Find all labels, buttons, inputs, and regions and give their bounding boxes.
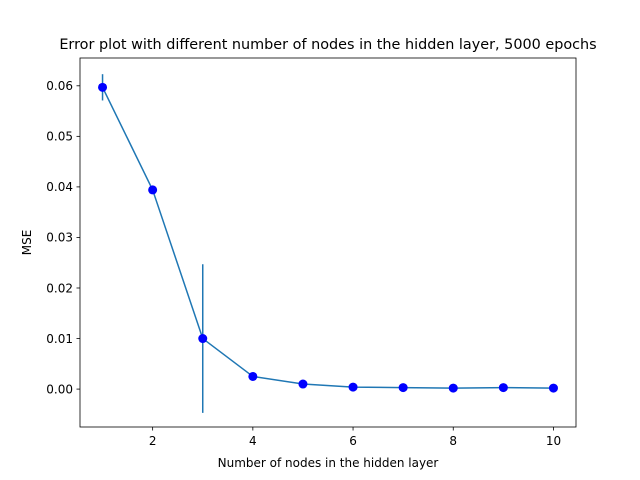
data-point	[148, 185, 158, 195]
data-point	[448, 383, 458, 393]
y-tick-label: 0.00	[46, 382, 73, 396]
x-axis: 2 4 6 8 10	[149, 427, 561, 448]
series-line	[101, 86, 554, 389]
y-axis-label: MSE	[20, 230, 34, 256]
x-tick-label: 8	[449, 434, 457, 448]
data-point	[298, 379, 308, 389]
x-tick-label: 4	[249, 434, 257, 448]
y-axis: 0.00 0.01 0.02 0.03 0.04 0.05 0.06	[46, 79, 80, 396]
data-point	[198, 334, 208, 344]
y-tick-label: 0.05	[46, 130, 73, 144]
plot-area	[98, 74, 558, 413]
axes-frame	[79, 57, 577, 428]
y-tick-label: 0.04	[46, 180, 73, 194]
data-point	[398, 383, 408, 393]
data-point	[98, 82, 108, 92]
x-axis-label: Number of nodes in the hidden layer	[218, 456, 439, 470]
y-tick-label: 0.06	[46, 79, 73, 93]
x-tick-label: 6	[349, 434, 357, 448]
y-tick-label: 0.01	[46, 332, 73, 346]
chart-title: Error plot with different number of node…	[59, 37, 596, 53]
data-point	[248, 371, 258, 381]
x-tick-label: 10	[546, 434, 561, 448]
x-tick-label: 2	[149, 434, 157, 448]
y-tick-label: 0.02	[46, 281, 73, 295]
data-point	[348, 382, 358, 392]
data-point	[498, 383, 508, 393]
y-tick-label: 0.03	[46, 231, 73, 245]
data-point	[548, 383, 558, 393]
